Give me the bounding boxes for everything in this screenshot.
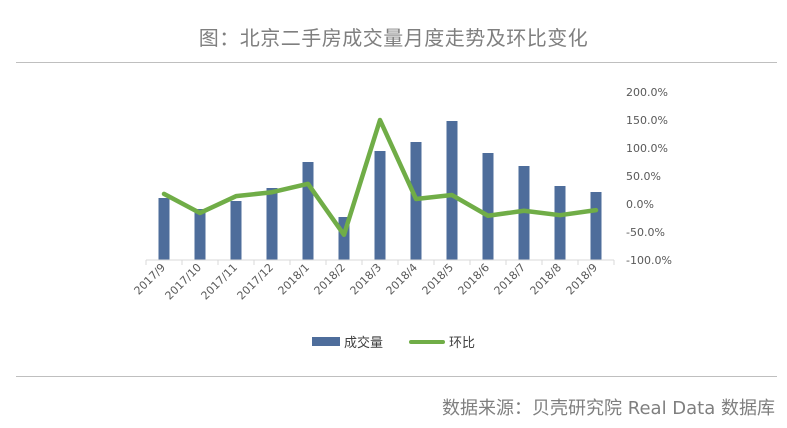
- y-tick-label: -100.0%: [626, 254, 672, 267]
- legend-item-mom: 环比: [409, 332, 475, 351]
- mom-line: [161, 117, 599, 238]
- y-tick-label: -50.0%: [626, 226, 665, 239]
- chart-area: 200.0% 150.0% 100.0% 50.0% 0.0% -50.0% -100.0%…: [132, 86, 672, 303]
- legend-item-volume: 成交量: [311, 332, 383, 351]
- x-tick-label: 2018/5: [420, 261, 457, 298]
- x-tick-label: 2018/6: [456, 261, 493, 298]
- x-tick-label: 2018/4: [384, 261, 421, 298]
- legend: 成交量 环比: [0, 332, 787, 351]
- y-tick-label: 50.0%: [626, 170, 661, 183]
- x-tick-label: 2018/3: [348, 261, 385, 298]
- bar: [482, 153, 494, 260]
- bar: [590, 192, 602, 260]
- y-tick-label: 100.0%: [626, 142, 668, 155]
- x-tick-label: 2018/9: [564, 261, 601, 298]
- x-axis-ticks: [145, 260, 615, 265]
- bar: [266, 188, 278, 260]
- chart-title: 图：北京二手房成交量月度走势及环比变化: [198, 26, 589, 50]
- line-swatch-icon: [409, 339, 445, 344]
- top-divider: [16, 62, 777, 63]
- bar: [194, 209, 206, 260]
- x-tick-label: 2018/8: [528, 261, 565, 298]
- x-tick-label: 2017/11: [199, 261, 241, 303]
- x-tick-label: 2018/2: [312, 261, 349, 298]
- bar: [302, 162, 314, 260]
- y-tick-label: 0.0%: [626, 198, 654, 211]
- bar: [518, 166, 530, 260]
- y-tick-label: 200.0%: [626, 86, 668, 99]
- volume-bars: [158, 121, 602, 260]
- y-tick-label: 150.0%: [626, 114, 668, 127]
- right-axis-labels: 200.0% 150.0% 100.0% 50.0% 0.0% -50.0% -100.0%: [626, 86, 672, 267]
- bar: [338, 217, 350, 260]
- bar: [446, 121, 458, 260]
- x-tick-label: 2017/10: [163, 261, 205, 303]
- x-tick-label: 2017/12: [235, 261, 277, 303]
- bar: [374, 151, 386, 260]
- bar: [158, 198, 170, 260]
- legend-label-mom: 环比: [449, 336, 476, 351]
- bar: [554, 186, 566, 260]
- legend-label-volume: 成交量: [343, 336, 383, 351]
- x-tick-label: 2018/7: [492, 261, 529, 298]
- bar: [230, 201, 242, 260]
- bottom-divider: [16, 376, 777, 377]
- data-source: 数据来源：贝壳研究院 Real Data 数据库: [442, 398, 775, 419]
- bar-swatch-icon: [311, 337, 340, 346]
- x-tick-label: 2018/1: [276, 261, 313, 298]
